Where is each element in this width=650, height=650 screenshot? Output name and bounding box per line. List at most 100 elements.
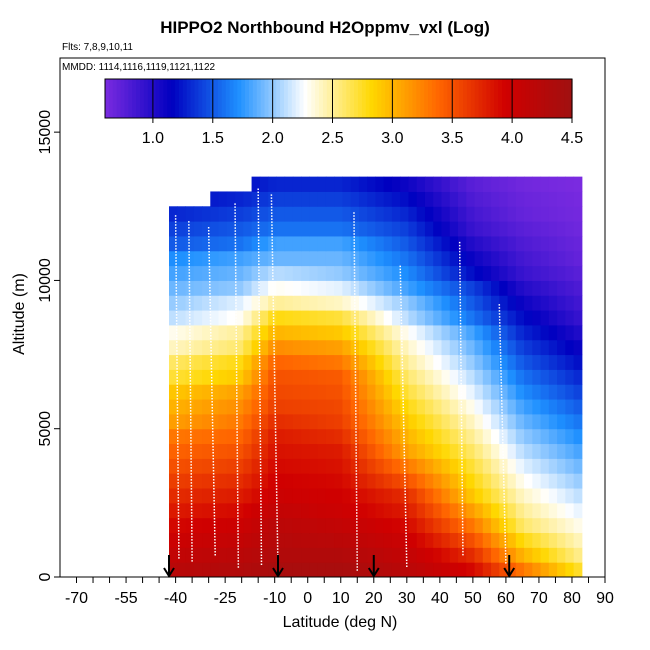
heatmap-cell: [276, 191, 286, 207]
heatmap-cell: [441, 547, 451, 563]
colorbar-segment: [443, 79, 449, 118]
heatmap-cell: [540, 310, 550, 326]
heatmap-cell: [474, 473, 484, 489]
heatmap-cell: [284, 324, 294, 341]
heatmap-cell: [474, 310, 484, 326]
heatmap-cell: [193, 443, 203, 459]
heatmap-cell: [507, 443, 517, 459]
heatmap-cell: [449, 354, 459, 370]
heatmap-cell: [301, 250, 310, 267]
heatmap-cell: [317, 562, 327, 578]
arrow-head: [503, 567, 516, 578]
heatmap-cell: [400, 547, 409, 563]
heatmap-cell: [309, 235, 319, 252]
heatmap-cell: [309, 324, 319, 341]
heatmap-cell: [169, 532, 178, 548]
heatmap-cell: [383, 250, 393, 267]
colorbar-segment: [428, 79, 433, 118]
heatmap-cell: [317, 369, 327, 385]
heatmap-cell: [185, 443, 195, 459]
colorbar-segment: [295, 79, 301, 118]
heatmap-cell: [532, 458, 542, 474]
heatmap-cell: [193, 206, 203, 222]
heatmap-cell: [218, 339, 228, 356]
heatmap-cell: [573, 473, 583, 489]
heatmap-cell: [474, 191, 484, 207]
heatmap-cell: [408, 399, 418, 415]
heatmap-cell: [276, 176, 286, 192]
heatmap-cell: [424, 413, 434, 430]
heatmap-cell: [268, 547, 277, 563]
heatmap-cell: [259, 517, 269, 534]
heatmap-cell: [375, 265, 385, 281]
heatmap-cell: [515, 339, 525, 356]
heatmap-cell: [342, 354, 352, 370]
colorbar-segment: [322, 79, 328, 118]
heatmap-cell: [416, 517, 426, 534]
heatmap-cell: [408, 191, 418, 207]
heatmap-cell: [259, 265, 269, 281]
heatmap-cell: [383, 235, 393, 252]
heatmap-cell: [367, 413, 376, 430]
heatmap-cell: [292, 517, 302, 534]
heatmap-cell: [325, 488, 335, 504]
heatmap-cell: [226, 221, 236, 237]
heatmap-cell: [177, 562, 187, 578]
heatmap-cell: [573, 280, 583, 296]
heatmap-cell: [226, 562, 236, 578]
colorbar-segment: [498, 79, 503, 118]
heatmap-cell: [482, 265, 492, 281]
heatmap-cell: [218, 324, 228, 341]
heatmap-cell: [515, 206, 525, 222]
heatmap-cell: [235, 413, 244, 430]
heatmap-cell: [400, 369, 409, 385]
heatmap-cell: [408, 547, 418, 563]
colorbar-segment: [346, 79, 351, 118]
heatmap-cell: [226, 206, 236, 222]
heatmap-cell: [202, 280, 211, 296]
heatmap-cell: [292, 428, 302, 445]
heatmap-cell: [499, 176, 509, 192]
heatmap-cell: [482, 324, 492, 341]
heatmap-cell: [342, 265, 352, 281]
heatmap-cell: [169, 369, 178, 385]
heatmap-cell: [292, 191, 302, 207]
heatmap-cell: [309, 354, 319, 370]
heatmap-cell: [218, 191, 228, 207]
heatmap-cell: [557, 532, 566, 548]
heatmap-cell: [540, 280, 550, 296]
heatmap-cell: [367, 250, 376, 267]
heatmap-cell: [284, 413, 294, 430]
heatmap-cell: [532, 547, 542, 563]
heatmap-cell: [400, 191, 409, 207]
colorbar-segment: [544, 79, 550, 118]
heatmap-cell: [193, 339, 203, 356]
heatmap-cell: [507, 399, 517, 415]
heatmap-cell: [507, 176, 517, 192]
heatmap-cell: [284, 206, 294, 222]
heatmap-cell: [474, 488, 484, 504]
heatmap-cell: [342, 384, 352, 400]
heatmap-cell: [482, 399, 492, 415]
heatmap-cell: [301, 532, 310, 548]
heatmap-cell: [342, 443, 352, 459]
heatmap-cell: [408, 221, 418, 237]
heatmap-cell: [466, 473, 476, 489]
heatmap-cell: [292, 502, 302, 519]
heatmap-cell: [358, 280, 368, 296]
colorbar-segment: [416, 79, 421, 118]
heatmap-cell: [284, 339, 294, 356]
heatmap-cell: [573, 295, 583, 311]
heatmap-cell: [499, 324, 509, 341]
colorbar-segment: [143, 79, 149, 118]
heatmap-cell: [251, 369, 261, 385]
heatmap-cell: [292, 310, 302, 326]
colorbar-segment: [385, 79, 390, 118]
colorbar-segment: [400, 79, 406, 118]
heatmap-cell: [325, 339, 335, 356]
heatmap-cell: [268, 473, 277, 489]
heatmap-cell: [441, 176, 451, 192]
heatmap-cell: [350, 502, 360, 519]
heatmap-cell: [309, 488, 319, 504]
heatmap-cell: [424, 502, 434, 519]
